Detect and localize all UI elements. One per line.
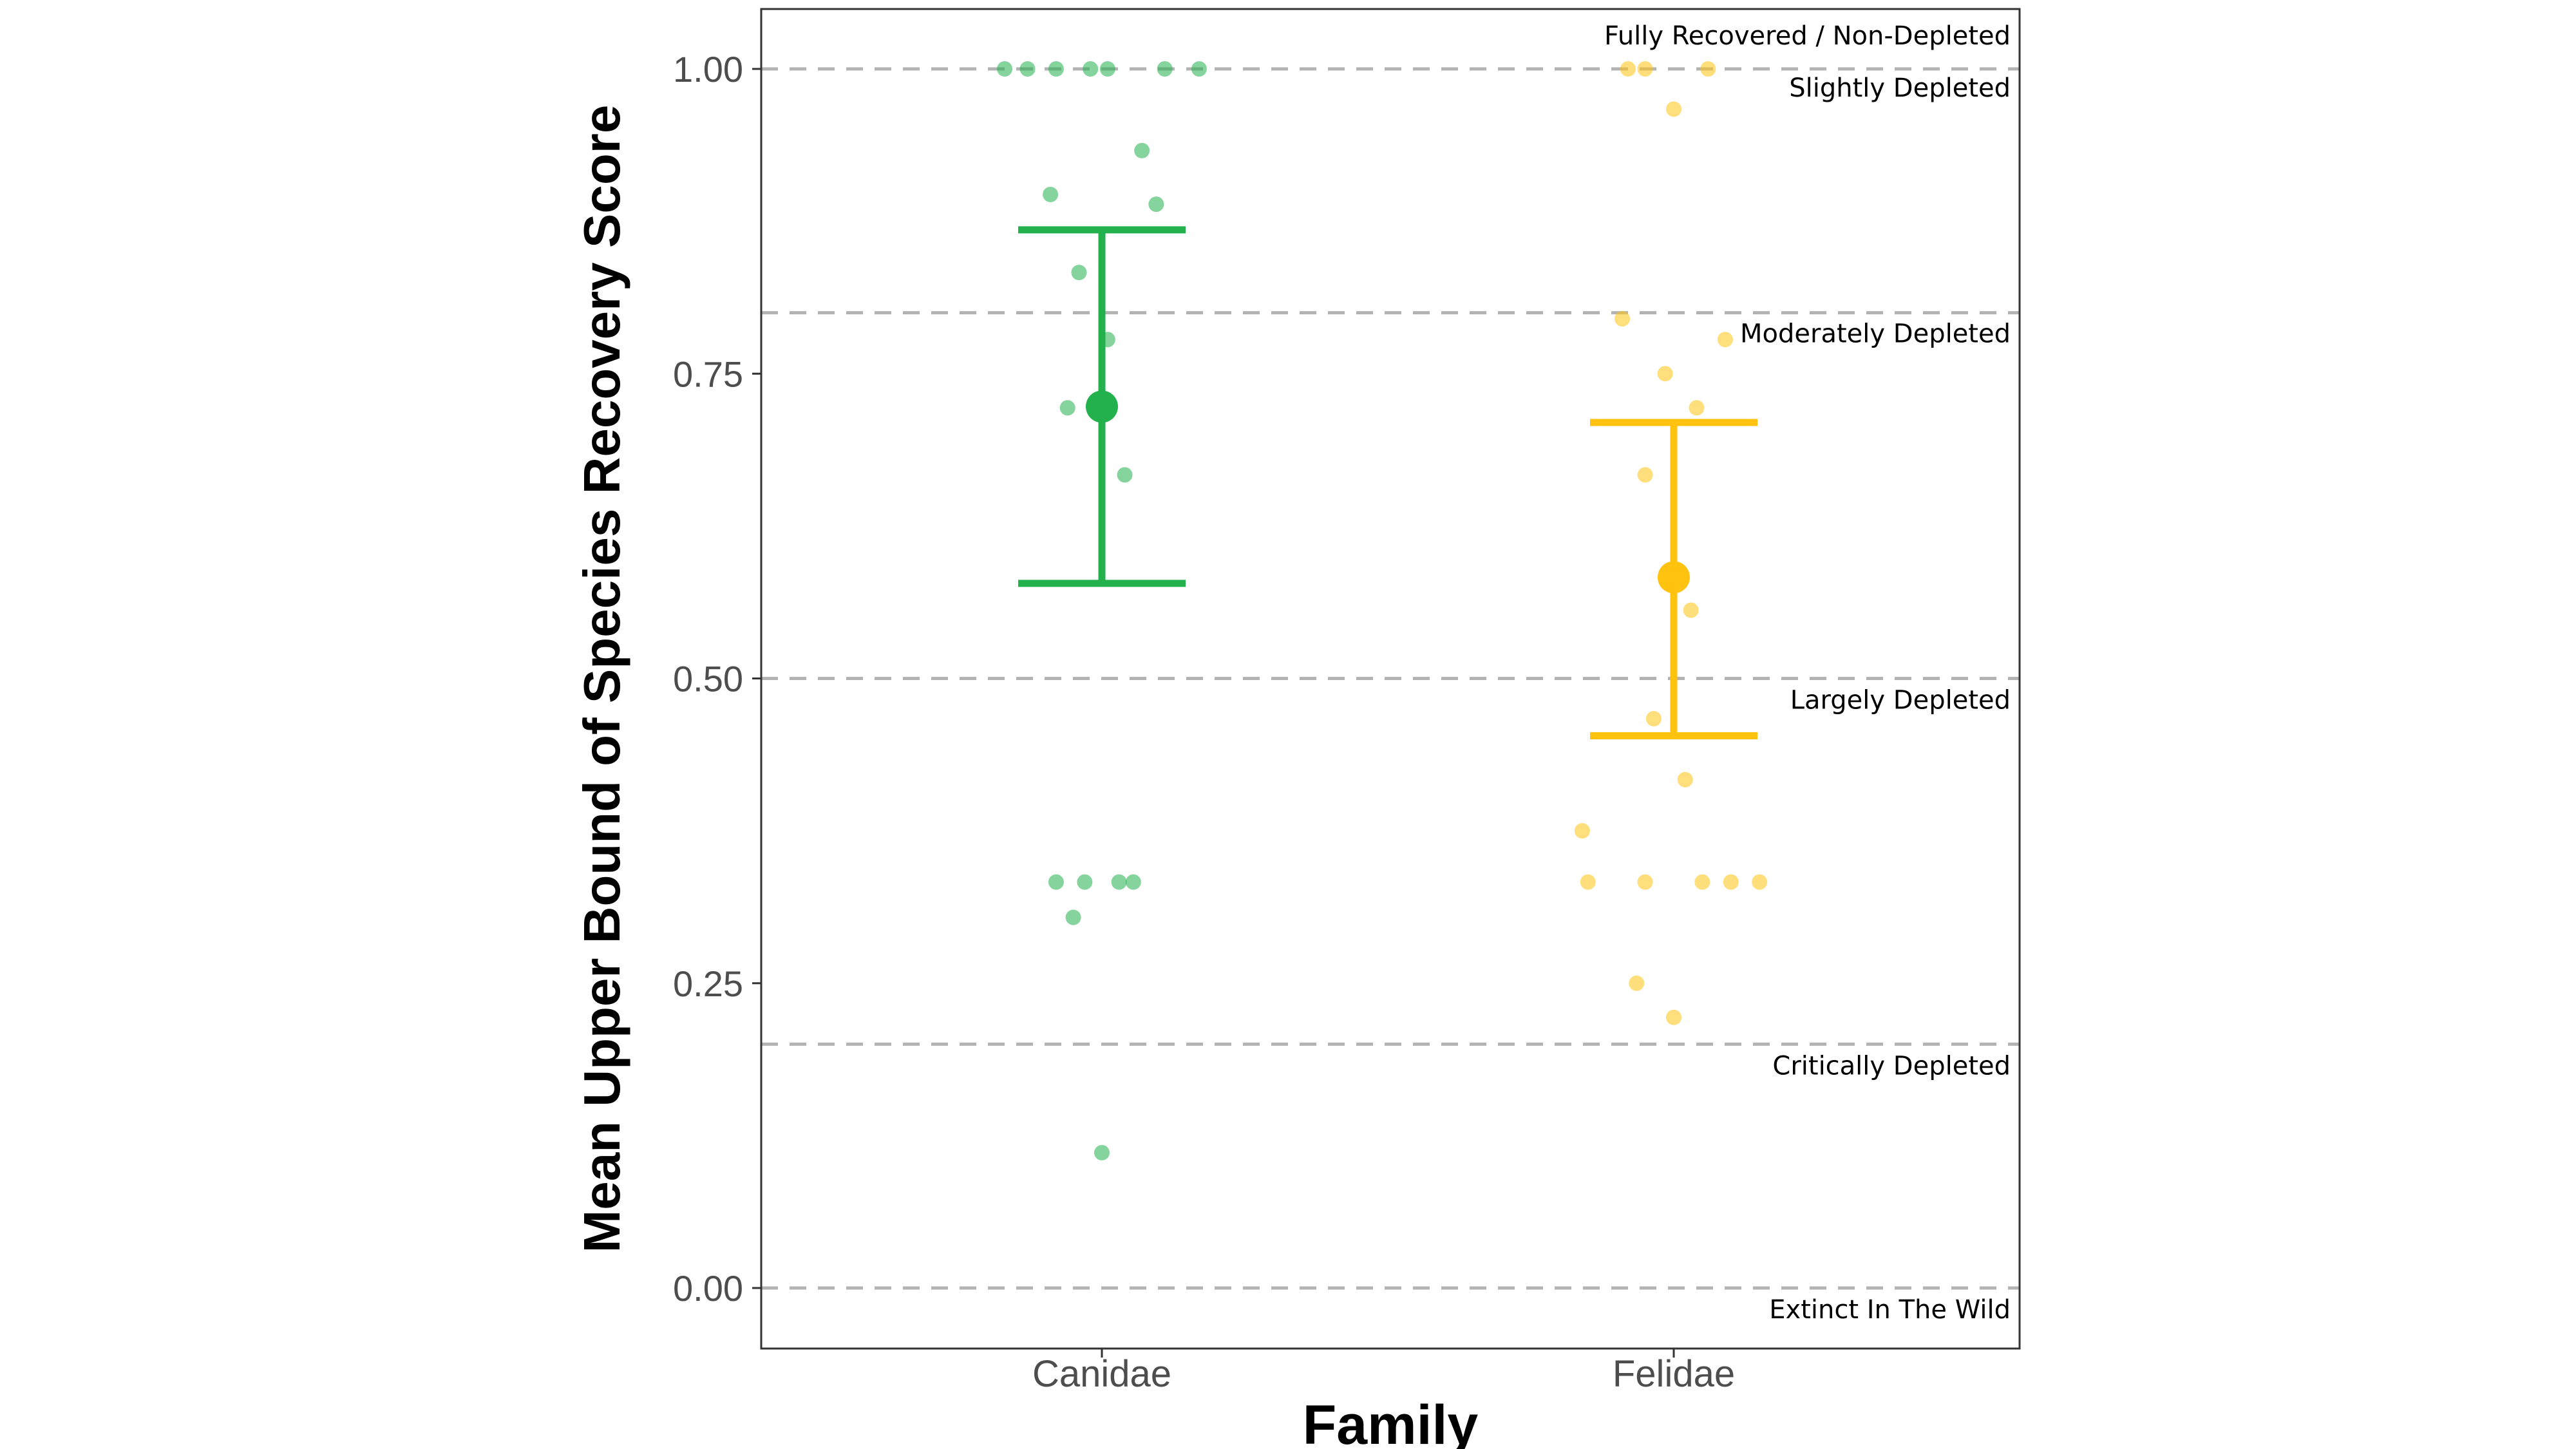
threshold-label-below: Moderately Depleted <box>1740 319 2011 349</box>
species-point <box>1620 61 1636 77</box>
species-point <box>1637 874 1653 890</box>
species-point <box>1134 142 1150 158</box>
species-point <box>1191 61 1207 77</box>
species-point <box>1637 467 1653 483</box>
threshold-labels: Fully Recovered / Non-Depleted Slightly D… <box>1604 21 2011 1325</box>
species-point <box>1048 874 1064 890</box>
y-tick-label: 0.00 <box>673 1268 743 1309</box>
threshold-label-below: Largely Depleted <box>1790 686 2011 715</box>
mean-marker <box>1086 390 1118 423</box>
species-point <box>1683 602 1699 618</box>
species-point <box>1048 61 1064 77</box>
species-point <box>1615 311 1631 327</box>
x-axis: Canidae Felidae <box>1032 1349 1735 1395</box>
mean-markers <box>1086 390 1690 594</box>
threshold-label-below: Slightly Depleted <box>1789 73 2011 103</box>
species-point <box>1645 710 1662 726</box>
species-point <box>1148 196 1164 213</box>
species-point <box>1717 332 1733 348</box>
threshold-lines <box>761 67 2020 1290</box>
y-tick-label: 1.00 <box>673 49 743 90</box>
y-axis-title: Mean Upper Bound of Species Recovery Sco… <box>573 105 630 1253</box>
threshold-label-above: Fully Recovered / Non-Depleted <box>1604 21 2011 51</box>
species-point <box>1071 265 1087 281</box>
species-point <box>1723 874 1739 890</box>
species-point <box>1043 186 1059 202</box>
species-point <box>1125 874 1141 890</box>
mean-marker <box>1658 561 1690 594</box>
species-point <box>1657 366 1673 382</box>
species-point <box>1629 975 1645 991</box>
species-point <box>997 61 1013 77</box>
x-category-label: Felidae <box>1613 1353 1735 1395</box>
species-point <box>1689 400 1705 416</box>
species-point <box>1574 823 1590 839</box>
confidence-error-bars <box>1018 226 1757 739</box>
species-point <box>1077 874 1093 890</box>
species-point <box>1059 400 1075 416</box>
species-point <box>1666 1009 1681 1025</box>
species-point <box>1637 61 1653 77</box>
species-point <box>1700 61 1716 77</box>
species-point <box>1019 61 1036 77</box>
species-point <box>1677 772 1693 788</box>
species-point <box>1694 874 1710 890</box>
species-point <box>1094 1144 1110 1160</box>
species-point <box>1580 874 1596 890</box>
species-point <box>1666 101 1681 117</box>
y-tick-label: 0.25 <box>673 963 743 1004</box>
threshold-label-below: Extinct In The Wild <box>1769 1295 2011 1325</box>
species-point <box>1117 467 1133 483</box>
x-axis-title: Family <box>1303 1394 1479 1449</box>
species-point <box>1157 61 1173 77</box>
y-tick-label: 0.75 <box>673 354 743 394</box>
threshold-label-below: Critically Depleted <box>1772 1051 2011 1081</box>
y-tick-label: 0.50 <box>673 659 743 699</box>
y-axis: 0.00 0.25 0.50 0.75 1.00 <box>673 49 761 1309</box>
species-point <box>1111 874 1127 890</box>
species-point <box>1083 61 1099 77</box>
x-category-label: Canidae <box>1032 1353 1171 1395</box>
species-points <box>997 61 1768 1160</box>
species-point <box>1099 61 1115 77</box>
species-point <box>1752 874 1768 890</box>
species-point <box>1065 909 1081 925</box>
